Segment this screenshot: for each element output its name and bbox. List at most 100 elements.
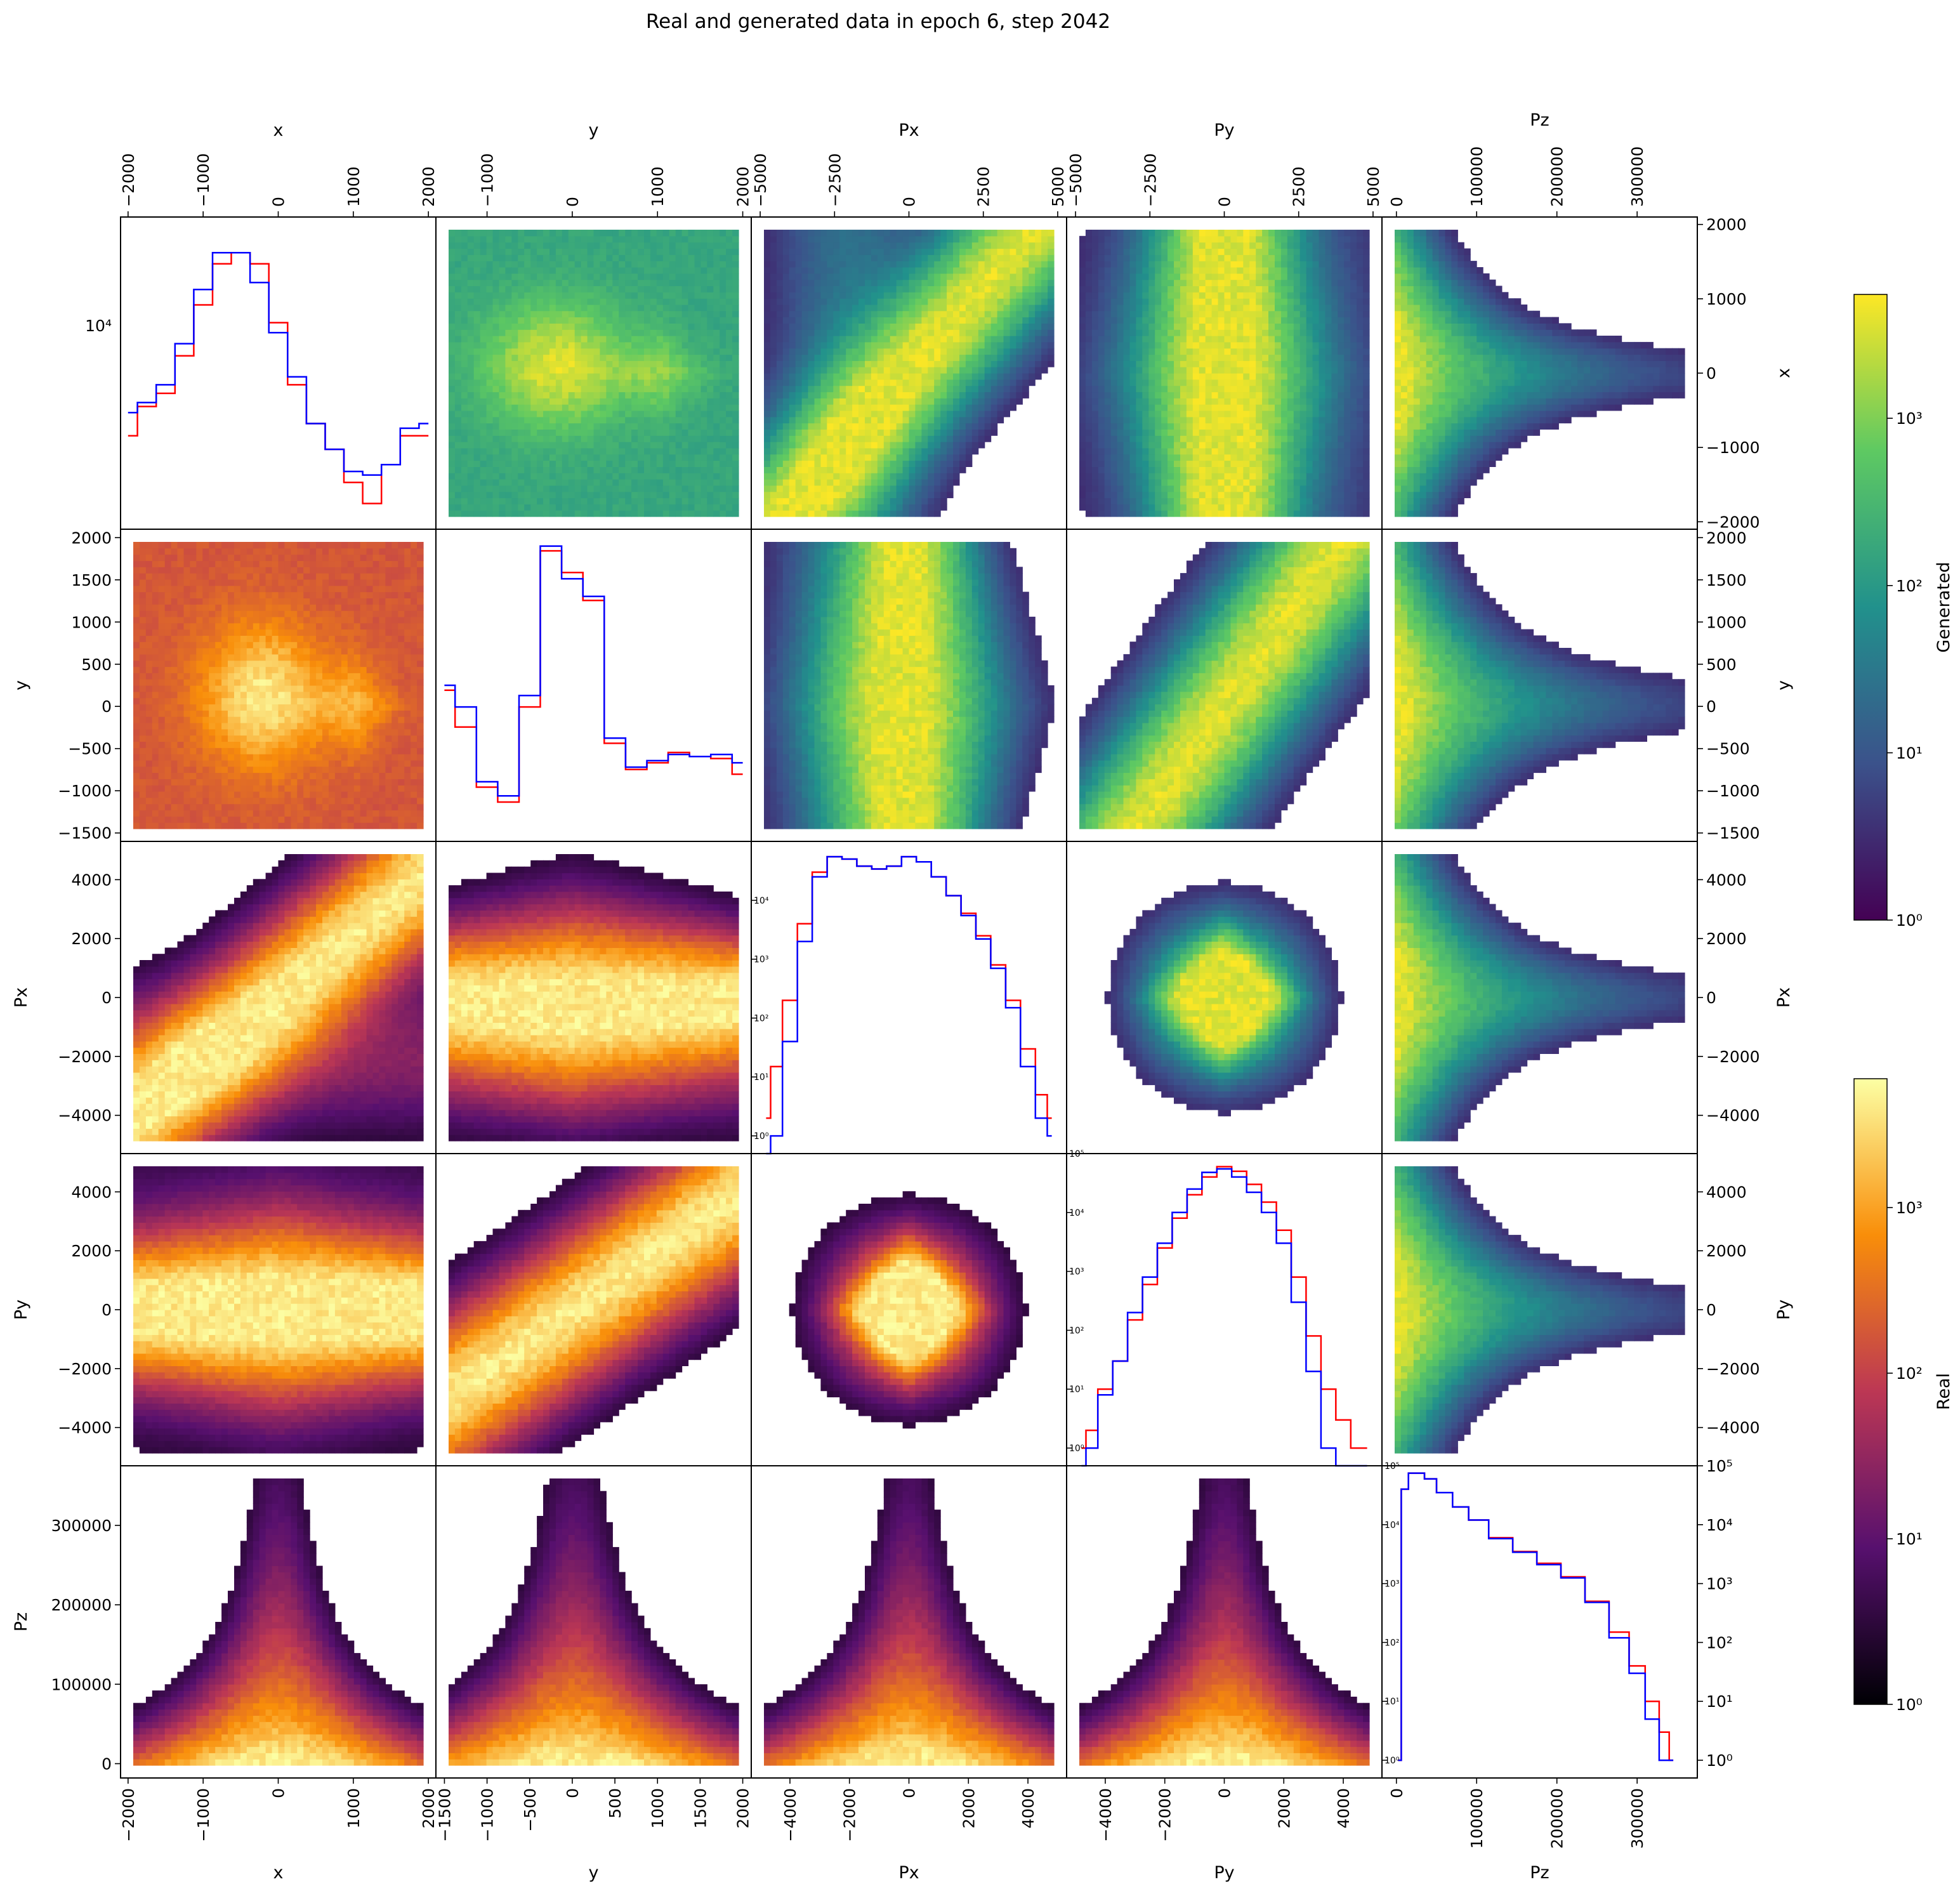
heatmap-cell: [934, 479, 941, 485]
heatmap-cell: [449, 242, 456, 249]
heatmap-cell: [644, 417, 651, 423]
heatmap-cell: [581, 498, 588, 504]
heatmap-cell: [631, 305, 638, 311]
heatmap-cell: [499, 404, 506, 411]
heatmap-cell: [499, 286, 506, 292]
heatmap-cell: [915, 261, 922, 267]
heatmap-cell: [770, 429, 777, 435]
heatmap-cell: [1174, 373, 1181, 379]
heatmap-cell: [865, 367, 872, 373]
heatmap-cell: [537, 492, 544, 498]
heatmap-cell: [878, 267, 885, 273]
heatmap-cell: [777, 323, 784, 329]
heatmap-cell: [796, 435, 803, 442]
heatmap-cell: [543, 273, 550, 280]
heatmap-cell: [783, 504, 790, 510]
heatmap-cell: [820, 249, 827, 255]
heatmap-cell: [1187, 461, 1194, 467]
heatmap-cell: [890, 398, 897, 404]
heatmap-cell: [978, 435, 985, 442]
heatmap-cell: [1124, 454, 1131, 461]
heatmap-cell: [575, 317, 582, 324]
heatmap-cell: [575, 510, 582, 517]
heatmap-cell: [846, 442, 853, 448]
heatmap-cell: [1105, 404, 1112, 411]
heatmap-cell: [594, 398, 601, 404]
heatmap-cell: [537, 454, 544, 461]
heatmap-cell: [1167, 298, 1174, 305]
heatmap-cell: [890, 504, 897, 510]
heatmap-cell: [1136, 498, 1143, 504]
heatmap-cell: [474, 423, 481, 430]
heatmap-cell: [770, 267, 777, 273]
heatmap-cell: [959, 242, 966, 249]
heatmap-cell: [820, 473, 827, 479]
heatmap-cell: [1167, 448, 1174, 454]
heatmap-cell: [669, 386, 676, 392]
heatmap-cell: [978, 305, 985, 311]
heatmap-cell: [878, 398, 885, 404]
heatmap-cell: [581, 398, 588, 404]
heatmap-cell: [966, 311, 973, 317]
heatmap-cell: [959, 429, 966, 435]
heatmap-cell: [1124, 348, 1131, 355]
heatmap-cell: [1105, 466, 1112, 473]
heatmap-cell: [588, 254, 595, 261]
heatmap-cell: [549, 498, 556, 504]
heatmap-cell: [1035, 286, 1042, 292]
heatmap-cell: [695, 286, 702, 292]
heatmap-cell: [511, 492, 518, 498]
heatmap-cell: [556, 504, 563, 510]
heatmap-cell: [770, 404, 777, 411]
heatmap-cell: [940, 355, 947, 361]
heatmap-cell: [858, 454, 865, 461]
heatmap-cell: [827, 504, 834, 510]
heatmap-cell: [833, 429, 840, 435]
heatmap-cell: [802, 267, 809, 273]
heatmap-cell: [543, 448, 550, 454]
heatmap-cell: [991, 242, 998, 249]
heatmap-cell: [972, 254, 979, 261]
heatmap-cell: [1124, 411, 1131, 417]
heatmap-cell: [1167, 323, 1174, 329]
heatmap-cell: [928, 360, 935, 367]
heatmap-cell: [921, 466, 928, 473]
heatmap-cell: [1004, 311, 1011, 317]
heatmap-cell: [1161, 280, 1168, 286]
heatmap-cell: [1079, 360, 1086, 367]
heatmap-cell: [909, 360, 916, 367]
heatmap-cell: [1187, 492, 1194, 498]
heatmap-cell: [903, 461, 910, 467]
heatmap-cell: [1105, 342, 1112, 348]
heatmap-cell: [934, 510, 941, 517]
heatmap-cell: [511, 442, 518, 448]
heatmap-cell: [1148, 435, 1155, 442]
heatmap-cell: [953, 466, 960, 473]
heatmap-cell: [865, 473, 872, 479]
heatmap-cell: [1010, 398, 1017, 404]
heatmap-cell: [1142, 417, 1149, 423]
heatmap-cell: [1016, 236, 1023, 242]
heatmap-cell: [1079, 298, 1086, 305]
heatmap-cell: [518, 485, 525, 492]
heatmap-cell: [1142, 404, 1149, 411]
heatmap-cell: [959, 305, 966, 311]
heatmap-cell: [461, 273, 468, 280]
heatmap-cell: [518, 249, 525, 255]
heatmap-cell: [909, 298, 916, 305]
heatmap-cell: [959, 442, 966, 448]
heatmap-cell: [909, 417, 916, 423]
heatmap-cell: [846, 273, 853, 280]
heatmap-cell: [1161, 442, 1168, 448]
heatmap-cell: [474, 230, 481, 236]
heatmap-cell: [985, 373, 992, 379]
heatmap-cell: [940, 242, 947, 249]
heatmap-cell: [461, 280, 468, 286]
heatmap-cell: [1155, 236, 1162, 242]
heatmap-cell: [499, 373, 506, 379]
heatmap-cell: [1035, 342, 1042, 348]
heatmap-cell: [468, 367, 475, 373]
heatmap-cell: [890, 311, 897, 317]
heatmap-cell: [991, 273, 998, 280]
heatmap-cell: [707, 292, 714, 298]
